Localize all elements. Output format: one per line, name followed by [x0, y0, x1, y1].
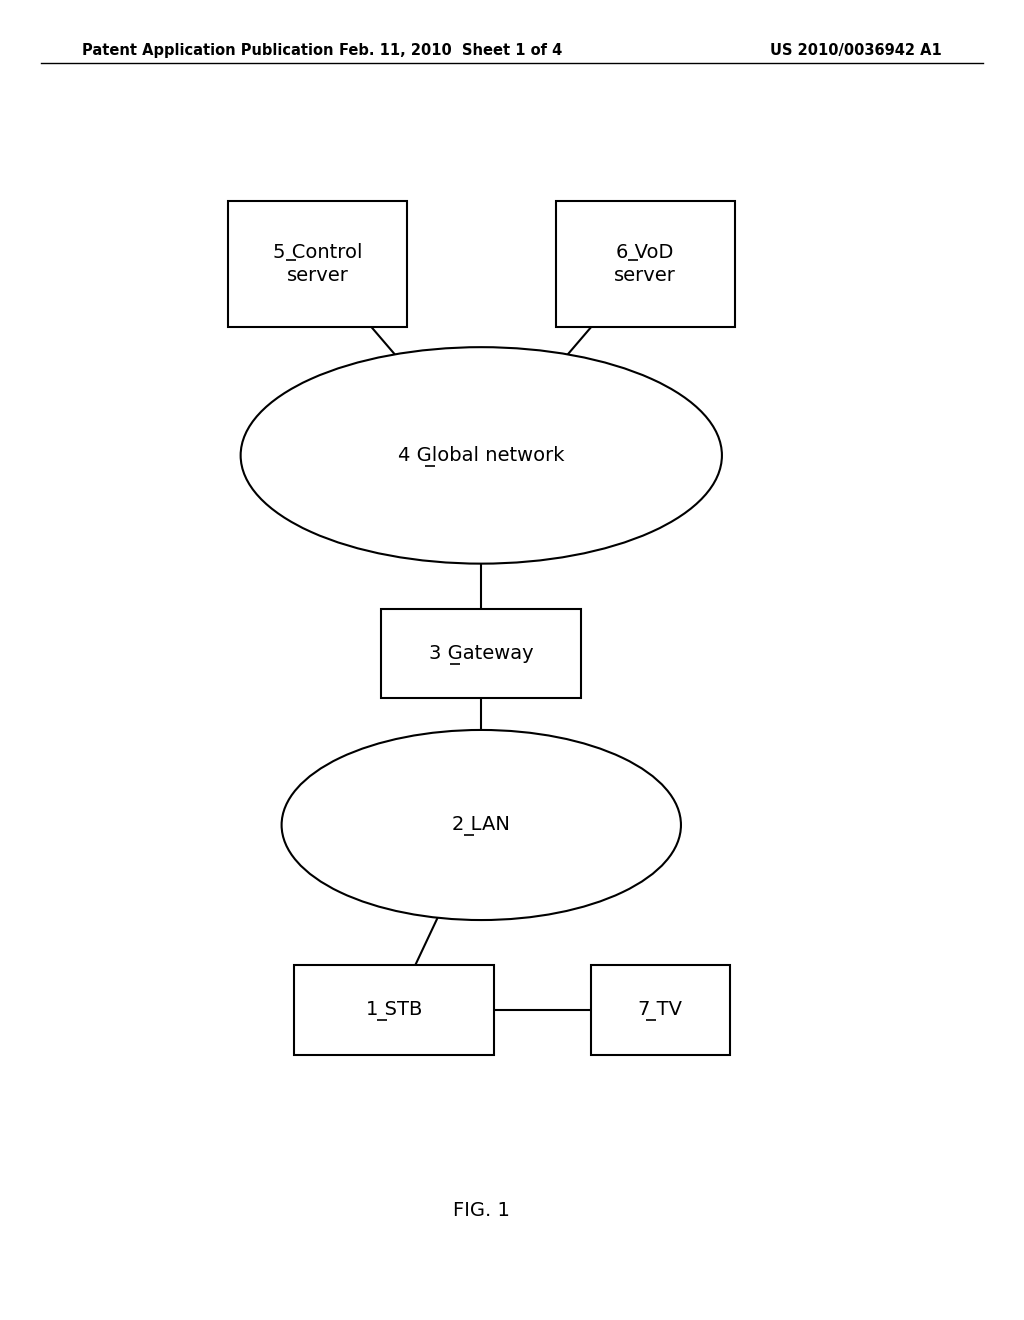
Text: 6 VoD
server: 6 VoD server: [614, 243, 676, 285]
FancyBboxPatch shape: [592, 965, 729, 1055]
Text: US 2010/0036942 A1: US 2010/0036942 A1: [770, 42, 942, 58]
FancyBboxPatch shape: [227, 201, 407, 326]
Text: 1 STB: 1 STB: [366, 1001, 423, 1019]
Text: FIG. 1: FIG. 1: [453, 1201, 510, 1220]
Text: 5 Control
server: 5 Control server: [272, 243, 362, 285]
FancyBboxPatch shape: [295, 965, 494, 1055]
Text: Feb. 11, 2010  Sheet 1 of 4: Feb. 11, 2010 Sheet 1 of 4: [339, 42, 562, 58]
Ellipse shape: [282, 730, 681, 920]
FancyBboxPatch shape: [381, 609, 581, 698]
Text: 3 Gateway: 3 Gateway: [429, 644, 534, 663]
Text: 4 Global network: 4 Global network: [398, 446, 564, 465]
Text: Patent Application Publication: Patent Application Publication: [82, 42, 334, 58]
Text: 2 LAN: 2 LAN: [453, 816, 510, 834]
Ellipse shape: [241, 347, 722, 564]
FancyBboxPatch shape: [555, 201, 735, 326]
Text: 7 TV: 7 TV: [639, 1001, 682, 1019]
